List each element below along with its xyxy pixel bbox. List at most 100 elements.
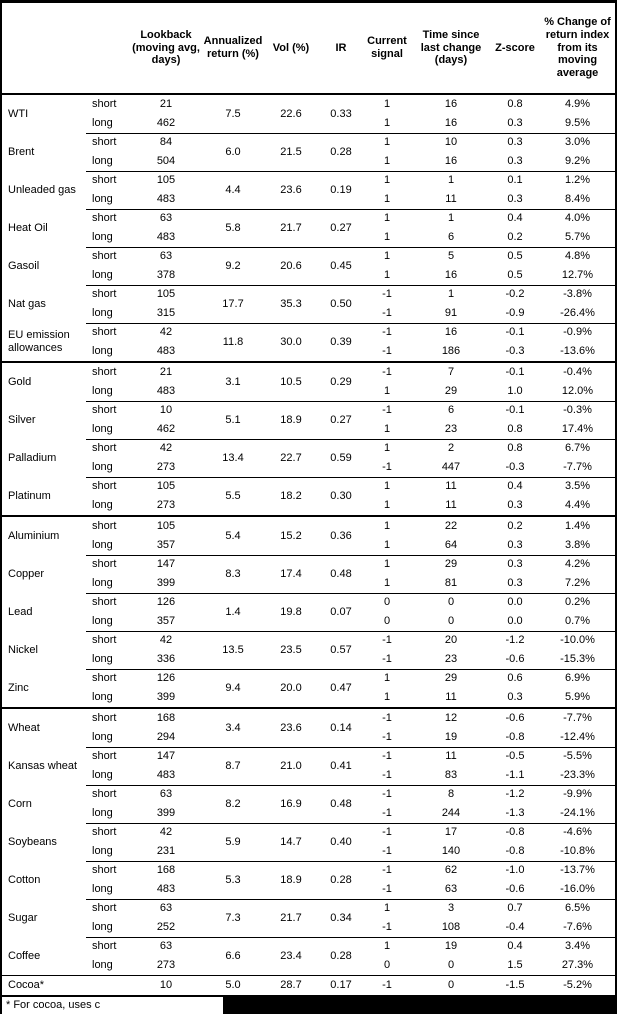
leg-label-short: short: [92, 442, 117, 455]
z-score-value-short: -0.5: [505, 750, 525, 763]
leg-label-short: short: [92, 520, 117, 533]
z-score-value-long: 0.3: [507, 193, 523, 206]
leg-label-short: short: [92, 864, 117, 877]
lookback-value-short: 105: [156, 520, 176, 533]
annualized-return-value: 1.4: [225, 605, 241, 618]
signal-value-short: -1: [382, 864, 392, 877]
time-since-change-value-long: 108: [441, 921, 461, 934]
leg-label-long: long: [92, 461, 113, 474]
vol-value: 23.5: [280, 643, 302, 656]
lookback-value-short: 168: [156, 864, 176, 877]
annualized-return-value: 8.2: [225, 797, 241, 810]
pct-change-value-short: -3.8%: [563, 288, 592, 301]
commodity-block: Corn short long 63 399 8.2 16.9 0.48 -1 …: [2, 785, 615, 823]
pct-change-value-short: 6.7%: [564, 442, 591, 455]
lookback-value-short: 10: [159, 404, 173, 417]
lookback-value-short: 105: [156, 174, 176, 187]
ir-value: 0.36: [330, 529, 352, 542]
annualized-return-value: 5.8: [225, 221, 241, 234]
ir-value: 0.34: [330, 911, 352, 924]
lookback-value-short: 147: [156, 750, 176, 763]
annualized-return-value: 3.4: [225, 721, 241, 734]
leg-label-short: short: [92, 366, 117, 379]
pct-change-value-long: 9.5%: [564, 117, 591, 130]
time-since-change-value-long: 140: [441, 845, 461, 858]
col-header-pct-change: % Change of return index from its moving…: [544, 15, 611, 80]
ir-value: 0.59: [330, 451, 352, 464]
z-score-value-long: 0.3: [507, 691, 523, 704]
z-score-value-short: 0.4: [507, 480, 523, 493]
annualized-return-value: 5.1: [225, 413, 241, 426]
signal-value-long: -1: [382, 307, 392, 320]
vol-value: 21.0: [280, 759, 302, 772]
annualized-return-value: 5.3: [225, 873, 241, 886]
lookback-value-short: 63: [159, 788, 173, 801]
leg-label-short: short: [92, 250, 117, 263]
lookback-value-short: 21: [159, 366, 173, 379]
z-score-value-short: -0.1: [505, 326, 525, 339]
vol-value: 18.9: [280, 413, 302, 426]
commodity-block: Lead short long 126 357 1.4 19.8 0.07 0 …: [2, 593, 615, 631]
signal-value-long: 0: [383, 615, 391, 628]
vol-value: 19.8: [280, 605, 302, 618]
commodity-block: Wheat short long 168 294 3.4 23.6 0.14 -…: [2, 709, 615, 747]
lookback-value-long: 504: [156, 155, 176, 168]
time-since-change-value-short: 6: [447, 404, 455, 417]
lookback-value-long: 462: [156, 117, 176, 130]
time-since-change-value: 0: [447, 979, 455, 992]
time-since-change-value-long: 16: [444, 117, 458, 130]
signal-value-short: -1: [382, 326, 392, 339]
time-since-change-value-short: 22: [444, 520, 458, 533]
pct-change-value-short: 6.5%: [564, 902, 591, 915]
leg-label-long: long: [92, 921, 113, 934]
commodity-block: Copper short long 147 399 8.3 17.4 0.48 …: [2, 555, 615, 593]
lookback-value-long: 315: [156, 307, 176, 320]
time-since-change-value-short: 0: [447, 596, 455, 609]
footnote-text: * For cocoa, uses c: [6, 999, 101, 1011]
vol-value: 23.6: [280, 183, 302, 196]
pct-change-value-long: 17.4%: [561, 423, 594, 436]
lookback-value-long: 294: [156, 731, 176, 744]
commodity-name: Soybeans: [8, 835, 57, 848]
z-score-value-long: 0.3: [507, 539, 523, 552]
signal-value-short: 1: [383, 174, 391, 187]
commodity-block: Platinum short long 105 273 5.5 18.2 0.3…: [2, 477, 615, 515]
commodity-name: Aluminium: [8, 529, 60, 542]
signal-value-long: 0: [383, 959, 391, 972]
vol-value: 16.9: [280, 797, 302, 810]
commodity-name: Coffee: [8, 949, 41, 962]
lookback-value-long: 336: [156, 653, 176, 666]
commodity-name: Gold: [8, 375, 32, 388]
lookback-value-long: 399: [156, 807, 176, 820]
leg-label-long: long: [92, 883, 113, 896]
lookback-value-long: 462: [156, 423, 176, 436]
ir-value: 0.14: [330, 721, 352, 734]
time-since-change-value-long: 91: [444, 307, 458, 320]
time-since-change-value-long: 81: [444, 577, 458, 590]
time-since-change-value-long: 19: [444, 731, 458, 744]
vol-value: 21.5: [280, 145, 302, 158]
annualized-return-value: 7.5: [225, 107, 241, 120]
pct-change-value-long: 27.3%: [561, 959, 594, 972]
signal-value-short: 1: [383, 98, 391, 111]
commodity-block: Soybeans short long 42 231 5.9 14.7 0.40…: [2, 823, 615, 861]
lookback-value-short: 42: [159, 634, 173, 647]
leg-label-long: long: [92, 155, 113, 168]
annualized-return-value: 5.0: [225, 979, 241, 992]
commodity-block: Palladium short long 42 273 13.4 22.7 0.…: [2, 439, 615, 477]
lookback-value-short: 126: [156, 596, 176, 609]
ir-value: 0.57: [330, 643, 352, 656]
time-since-change-value-long: 11: [445, 499, 457, 512]
time-since-change-value-short: 3: [447, 902, 455, 915]
lookback-value-short: 42: [159, 826, 173, 839]
col-header-lookback: Lookback (moving avg, days): [132, 28, 200, 67]
time-since-change-value-long: 186: [441, 345, 461, 358]
col-header-ir: IR: [335, 41, 347, 54]
commodity-block: Heat Oil short long 63 483 5.8 21.7 0.27…: [2, 209, 615, 247]
lookback-value-short: 63: [159, 212, 173, 225]
leg-label-long: long: [92, 385, 113, 398]
annualized-return-value: 4.4: [225, 183, 241, 196]
vol-value: 10.5: [280, 375, 302, 388]
z-score-value-long: -0.3: [505, 461, 525, 474]
commodity-name: Gasoil: [8, 259, 40, 272]
